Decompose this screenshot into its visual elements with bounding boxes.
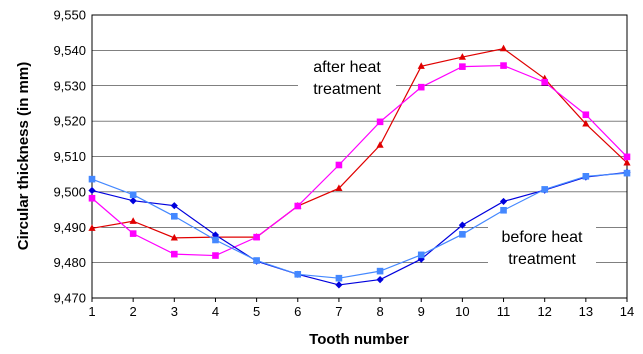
annotation-before-line2: treatment [508, 251, 576, 268]
series-2-point [623, 153, 631, 161]
x-tick-label: 3 [171, 304, 178, 319]
x-tick-label: 2 [130, 304, 137, 319]
series-4-point [171, 212, 178, 220]
x-tick-label: 1 [88, 304, 95, 319]
y-tick-label: 9,510 [53, 149, 86, 164]
x-tick-label: 8 [376, 304, 383, 319]
series-4-point [253, 257, 260, 264]
x-tick-label: 7 [335, 304, 342, 319]
series-3-point [88, 186, 96, 195]
annotation-after-line1: after heat [313, 59, 381, 76]
y-tick-label: 9,500 [53, 184, 86, 199]
series-1-point [88, 224, 96, 231]
series-2-point [541, 78, 548, 86]
series-2-point [212, 252, 219, 259]
y-tick-label: 9,520 [53, 114, 86, 129]
series-2-point [129, 230, 137, 237]
series-2-point [171, 250, 178, 258]
series-1-point [129, 217, 137, 224]
x-tick-label: 12 [537, 304, 551, 319]
annotation-before-line1: before heat [502, 229, 584, 246]
series-4-point [335, 274, 343, 282]
annotation-after: after heat treatment [298, 54, 396, 100]
series-4-point [294, 270, 302, 278]
series-line-2 [91, 64, 628, 257]
series-2-point [253, 233, 260, 241]
series-2-point [376, 118, 384, 126]
series-1-point [170, 233, 178, 241]
series-3-point [335, 281, 343, 289]
series-2-point [88, 194, 96, 202]
y-tick-label: 9,540 [53, 43, 86, 58]
series-line-3 [91, 171, 628, 286]
series-4-point [541, 186, 548, 193]
series-2-point [459, 63, 466, 70]
y-tick-label: 9,550 [53, 8, 86, 23]
y-tick-label: 9,530 [53, 78, 86, 93]
x-tick-label: 10 [455, 304, 469, 319]
series-3-point [129, 197, 137, 205]
series-4-point [500, 206, 507, 214]
series-4-point [212, 236, 219, 244]
series-4-point [376, 267, 384, 275]
y-axis-title: Circular thickness (in mm) [15, 62, 32, 250]
annotation-before: before heat treatment [488, 224, 596, 270]
x-tick-label: 4 [212, 304, 219, 319]
series-group [88, 44, 631, 289]
series-line-1 [91, 47, 628, 239]
series-1-point [458, 53, 466, 60]
series-3-point [499, 197, 508, 206]
series-4-point [582, 173, 590, 180]
annotation-before-bg [488, 224, 596, 270]
series-4-point [88, 175, 96, 183]
series-1-point [376, 141, 384, 148]
series-4-point [623, 169, 631, 177]
y-tick-label: 9,490 [53, 220, 86, 235]
x-tick-label: 9 [418, 304, 425, 319]
series-2-point [294, 202, 302, 210]
y-tick-label: 9,480 [53, 255, 86, 270]
x-tick-label: 6 [294, 304, 301, 319]
series-4-point [459, 231, 466, 238]
y-tick-label: 9,470 [53, 291, 86, 306]
series-1-point [499, 44, 508, 52]
series-2-point [417, 83, 425, 91]
series-4-point [129, 191, 137, 199]
series-3-point [458, 221, 466, 229]
series-1-point [623, 158, 631, 166]
annotation-after-bg [298, 54, 396, 100]
series-2-point [582, 111, 590, 119]
x-axis-title: Tooth number [309, 331, 409, 348]
x-tick-label: 11 [497, 304, 511, 319]
x-tick-label: 13 [579, 304, 593, 319]
series-4-point [417, 251, 425, 259]
series-1-point [582, 119, 590, 127]
series-3-point [376, 276, 384, 284]
series-1-point [335, 184, 343, 191]
series-line-4 [91, 172, 628, 279]
y-tick-labels: 9,470 9,480 9,490 9,500 9,510 9,520 9,530 9,540… [53, 8, 86, 306]
series-1-point [417, 62, 425, 69]
series-2-point [335, 161, 343, 169]
series-3-point [170, 202, 178, 210]
annotation-after-line2: treatment [313, 81, 381, 98]
x-tick-labels: 1 2 3 4 5 6 7 8 9 10 11 12 13 14 [88, 298, 634, 319]
series-2-point [500, 62, 507, 69]
x-tick-label: 14 [620, 304, 634, 319]
x-tick-label: 5 [253, 304, 260, 319]
